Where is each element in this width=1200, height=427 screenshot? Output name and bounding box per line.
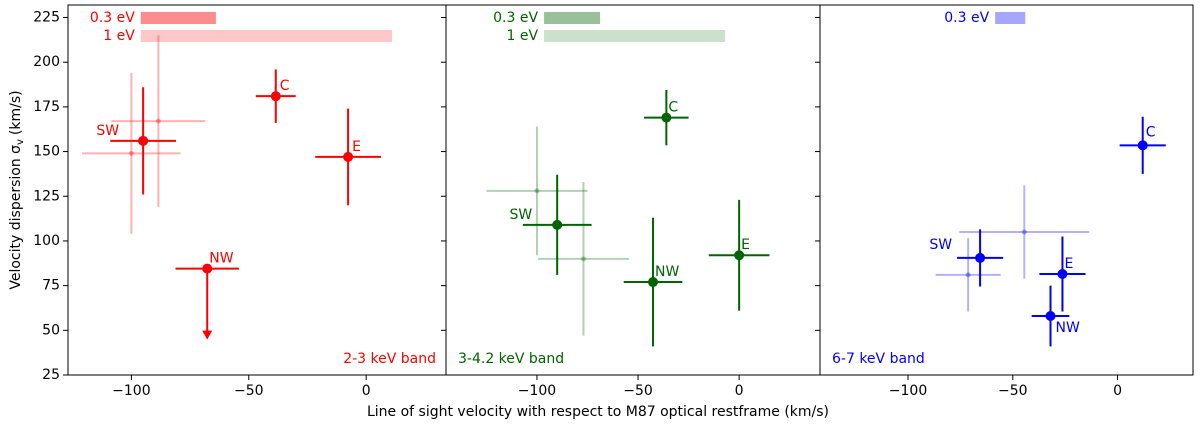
point (1045, 311, 1056, 322)
x-axis-label: Line of sight velocity with respect to M… (367, 404, 829, 420)
scale-bar-label: 0.3 eV (944, 10, 989, 26)
x-tick-label: −100 (889, 383, 927, 399)
scale-bar (140, 12, 216, 24)
y-tick-label: 175 (33, 99, 60, 115)
point (648, 277, 659, 288)
y-tick-label: 225 (33, 10, 60, 26)
panel-frame (819, 4, 1194, 376)
point (552, 219, 563, 230)
y-axis-label: Velocity dispersion σv (km/s) (8, 90, 26, 289)
scale-bar-label: 0.3 eV (493, 10, 538, 26)
scale-bar-label: 1 eV (103, 28, 135, 44)
point (202, 263, 213, 274)
band-label: 6-7 keV band (832, 351, 925, 367)
y-tick-label: 150 (33, 144, 60, 160)
point (155, 118, 161, 124)
point-label: C (1146, 124, 1156, 140)
point-label: C (668, 100, 678, 116)
scale-bar (140, 30, 392, 42)
x-tick-label: −100 (518, 383, 556, 399)
point (1021, 229, 1027, 235)
y-axis-label-text: Velocity dispersion σ (8, 145, 24, 290)
point (965, 272, 971, 278)
point (534, 188, 540, 194)
arrow-head (202, 330, 213, 340)
x-tick-label: −50 (623, 383, 653, 399)
y-tick-label: 50 (42, 322, 60, 338)
x-tick-label: 0 (362, 383, 371, 399)
panel-frame (67, 4, 447, 376)
scale-bar (995, 12, 1026, 24)
point-label: SW (96, 123, 119, 139)
point-label: SW (929, 237, 952, 253)
y-tick-label: 25 (42, 367, 60, 383)
y-tick-label: 100 (33, 233, 60, 249)
y-tick-label: 75 (42, 278, 60, 294)
x-tick-label: 0 (735, 383, 744, 399)
point-label: NW (1056, 320, 1080, 336)
scale-bar (544, 30, 726, 42)
point (975, 252, 986, 263)
band-label: 3-4.2 keV band (458, 351, 564, 367)
scale-bar-label: 0.3 eV (90, 10, 135, 26)
scale-bar-label: 1 eV (506, 28, 538, 44)
point (661, 112, 672, 123)
point (1137, 140, 1148, 151)
point-label: E (741, 237, 750, 253)
point-label: E (352, 139, 361, 155)
y-axis-label-unit: (km/s) (8, 90, 24, 135)
point (128, 150, 134, 156)
point (270, 91, 281, 102)
point (580, 256, 586, 262)
point (1057, 269, 1068, 280)
point (343, 151, 354, 162)
point (138, 135, 149, 146)
y-tick-label: 125 (33, 188, 60, 204)
band-label: 2-3 keV band (343, 351, 436, 367)
point-label: SW (509, 207, 532, 223)
x-tick-label: −50 (998, 383, 1028, 399)
x-tick-label: 0 (1113, 383, 1122, 399)
point-label: E (1064, 256, 1073, 272)
point-label: NW (655, 264, 679, 280)
x-tick-label: −100 (112, 383, 150, 399)
point-label: C (280, 78, 290, 94)
scale-bar (544, 12, 601, 24)
y-tick-label: 200 (33, 54, 60, 70)
x-tick-label: −50 (234, 383, 264, 399)
point-label: NW (209, 251, 233, 267)
y-axis-label-sub: v (15, 139, 26, 145)
point (734, 250, 745, 261)
